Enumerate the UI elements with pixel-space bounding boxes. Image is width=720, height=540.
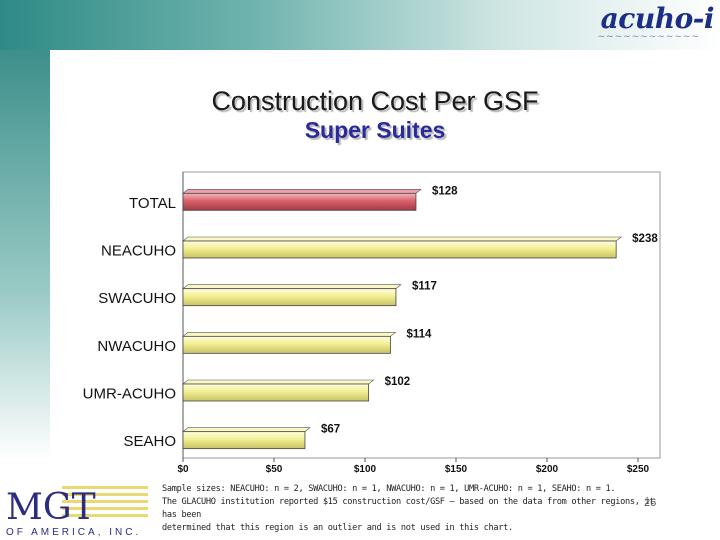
bar-top-umr-acuho: [182, 379, 375, 385]
mgt-logo: MGT OF AMERICA, INC.: [6, 486, 148, 538]
bar-swacuho: [182, 288, 397, 307]
category-label-total: TOTAL: [129, 195, 176, 212]
bar-neacuho: [182, 240, 617, 259]
mgt-logo-text: MGT: [6, 487, 96, 528]
chart-subtitle: Super Suites: [304, 117, 446, 143]
bar-top-nwacuho: [182, 332, 397, 337]
bar-top-neacuho: [182, 236, 623, 242]
bar-umr-acuho: [182, 383, 370, 402]
mgt-logo-stripes: [62, 486, 148, 517]
bar-seaho: [182, 431, 306, 450]
x-tick-label: $150: [445, 464, 468, 475]
category-label-neacuho: NEACUHO: [101, 243, 176, 260]
value-label-total: $128: [432, 185, 458, 197]
chart-title: Construction Cost Per GSF: [211, 86, 539, 116]
value-label-neacuho: $238: [632, 233, 658, 245]
value-label-umr-acuho: $102: [385, 376, 411, 388]
footnote-line-3: determined that this region is an outlie…: [162, 523, 513, 533]
acuho-logo: acuho-i: [600, 2, 715, 35]
page-number: 26: [644, 497, 657, 509]
bar-top-swacuho: [182, 284, 402, 289]
mgt-logo-subtext: OF AMERICA, INC.: [6, 527, 141, 538]
bar-total: [182, 192, 417, 211]
bar-nwacuho: [182, 335, 391, 354]
plot-area: [182, 171, 661, 459]
left-decorative-band: [0, 50, 50, 460]
bar-top-seaho: [182, 427, 311, 432]
acuho-logo-tagline: ~~~~~~~~~~~~: [597, 32, 700, 42]
footnote-line-2: The GLACUHO institution reported $15 con…: [162, 497, 655, 520]
category-label-swacuho: SWACUHO: [98, 290, 176, 307]
x-tick-label: $200: [536, 464, 559, 475]
value-label-swacuho: $117: [412, 281, 437, 293]
footnote-line-1: Sample sizes: NEACUHO: n = 2, SWACUHO: n…: [162, 484, 616, 494]
footnote: Sample sizes: NEACUHO: n = 2, SWACUHO: n…: [162, 483, 662, 535]
value-label-seaho: $67: [321, 424, 340, 436]
x-tick-label: $0: [177, 464, 189, 475]
category-label-seaho: SEAHO: [123, 433, 176, 450]
x-tick-label: $50: [266, 464, 283, 475]
x-tick-label: $100: [354, 464, 377, 475]
value-label-nwacuho: $114: [406, 328, 432, 340]
x-tick-label: $250: [627, 464, 650, 475]
bar-top-total: [182, 189, 422, 194]
category-label-nwacuho: NWACUHO: [97, 338, 176, 355]
category-label-umr-acuho: UMR-ACUHO: [83, 386, 176, 403]
top-decorative-band: [0, 0, 720, 50]
